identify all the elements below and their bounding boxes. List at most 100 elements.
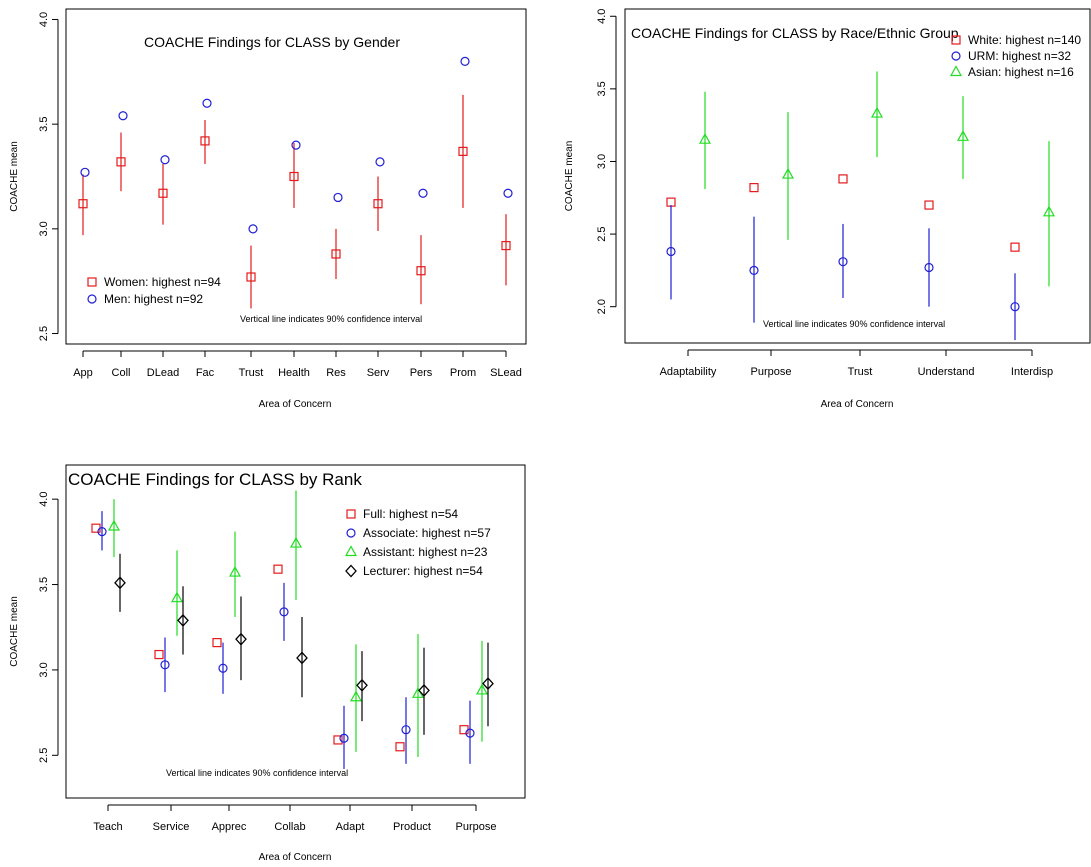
chart-panel-2: 2.0 2.5 3.0 3.5 4.0 Adaptability Purpose Trust U… — [564, 8, 1091, 410]
x-tick-label: SLead — [490, 367, 522, 379]
data-point — [401, 725, 411, 735]
x-tick-label: Purpose — [751, 366, 792, 378]
ci-note: Vertical line indicates 90% confidence i… — [240, 314, 422, 324]
x-tick-label: Trust — [239, 367, 264, 379]
data-point — [202, 98, 212, 108]
legend-marker — [87, 294, 97, 304]
data-point — [97, 526, 107, 537]
data-point — [460, 56, 470, 66]
data-point — [458, 146, 468, 156]
data-point — [501, 240, 511, 251]
data-point — [228, 565, 242, 577]
data-point — [924, 200, 934, 210]
plot-frame — [65, 464, 526, 799]
data-point — [666, 246, 676, 257]
x-tick-label: Serv — [367, 367, 390, 379]
legend-label: Women: highest n=94 — [104, 275, 221, 289]
data-point — [118, 111, 128, 121]
data-point — [235, 632, 247, 646]
y-axis-label: COACHE mean — [9, 141, 20, 212]
legend-marker — [346, 528, 356, 538]
data-point — [924, 262, 934, 273]
data-point — [331, 249, 341, 259]
ci-note: Vertical line indicates 90% confidence i… — [166, 768, 348, 778]
chart-panel-3: 2.5 3.0 3.5 4.0 Teach Service Apprec Collab Adap… — [9, 464, 526, 863]
data-point — [177, 613, 189, 627]
data-point — [107, 519, 121, 531]
y-tick-label: 2.0 — [596, 299, 608, 314]
data-point — [375, 157, 385, 167]
data-point — [80, 167, 90, 177]
chart-title: COACHE Findings for CLASS by Gender — [144, 34, 400, 50]
data-point — [482, 677, 494, 691]
x-tick-label: Adaptability — [660, 366, 717, 378]
y-axis-label: COACHE mean — [9, 596, 20, 667]
legend-label: Assistant: highest n=23 — [363, 545, 488, 559]
y-tick-label: 3.0 — [38, 221, 50, 236]
data-point — [838, 174, 848, 184]
data-point — [459, 725, 469, 735]
data-point — [395, 742, 405, 752]
data-point — [356, 678, 368, 692]
legend-label: Men: highest n=92 — [104, 292, 203, 306]
data-point — [698, 132, 712, 144]
x-axis-label: Area of Concern — [259, 852, 332, 863]
data-point — [416, 266, 426, 276]
y-tick-label: 4.0 — [38, 492, 50, 507]
data-point — [158, 188, 168, 198]
ci-note: Vertical line indicates 90% confidence i… — [763, 319, 945, 329]
data-point — [333, 192, 343, 203]
data-point — [749, 183, 759, 193]
legend-label: Asian: highest n=16 — [968, 65, 1074, 79]
legend-label: Lecturer: highest n=54 — [363, 564, 483, 578]
legend-label: Full: highest n=54 — [363, 507, 458, 521]
x-tick-label: Understand — [918, 366, 975, 378]
data-point — [666, 197, 676, 207]
data-point — [212, 637, 222, 648]
legend-marker — [951, 35, 961, 45]
y-tick-label: 2.5 — [38, 748, 50, 763]
data-point — [475, 683, 489, 695]
chart-title: COACHE Findings for CLASS by Race/Ethnic… — [631, 25, 959, 41]
y-tick-label: 3.0 — [596, 154, 608, 169]
y-tick-label: 3.5 — [38, 117, 50, 132]
data-point — [503, 188, 513, 198]
legend-marker — [345, 564, 357, 578]
data-point — [349, 690, 363, 702]
data-point — [91, 523, 101, 533]
legend-label: Associate: highest n=57 — [363, 526, 491, 540]
data-point — [1042, 205, 1056, 217]
legend-marker — [344, 545, 358, 557]
plot-frame — [65, 8, 527, 345]
data-point — [273, 564, 283, 574]
legend-label: White: highest n=140 — [968, 33, 1081, 47]
y-tick-label: 3.5 — [596, 81, 608, 96]
y-tick-label: 2.5 — [596, 226, 608, 241]
x-tick-label: Collab — [274, 821, 305, 833]
x-tick-label: Interdisp — [1011, 366, 1053, 378]
x-tick-label: Fac — [196, 367, 215, 379]
x-tick-label: App — [73, 367, 93, 379]
data-point — [781, 167, 795, 179]
x-tick-label: Service — [153, 821, 190, 833]
data-point — [114, 576, 126, 590]
y-tick-label: 2.5 — [38, 326, 50, 341]
y-tick-label: 4.0 — [38, 12, 50, 27]
x-tick-label: Product — [393, 821, 431, 833]
chart-title: COACHE Findings for CLASS by Rank — [68, 470, 362, 489]
x-tick-label: Prom — [450, 367, 476, 379]
plot-frame — [624, 8, 1091, 344]
data-point — [296, 651, 308, 665]
legend-label: URM: highest n=32 — [968, 49, 1071, 63]
x-tick-label: Coll — [112, 367, 131, 379]
data-point — [279, 607, 289, 617]
data-point — [291, 140, 301, 150]
data-point — [749, 265, 759, 275]
data-point — [160, 155, 170, 165]
x-tick-label: Adapt — [336, 821, 365, 833]
data-point — [373, 199, 383, 209]
legend-marker — [346, 509, 356, 519]
data-point — [1010, 242, 1020, 252]
x-tick-label: Trust — [848, 366, 873, 378]
